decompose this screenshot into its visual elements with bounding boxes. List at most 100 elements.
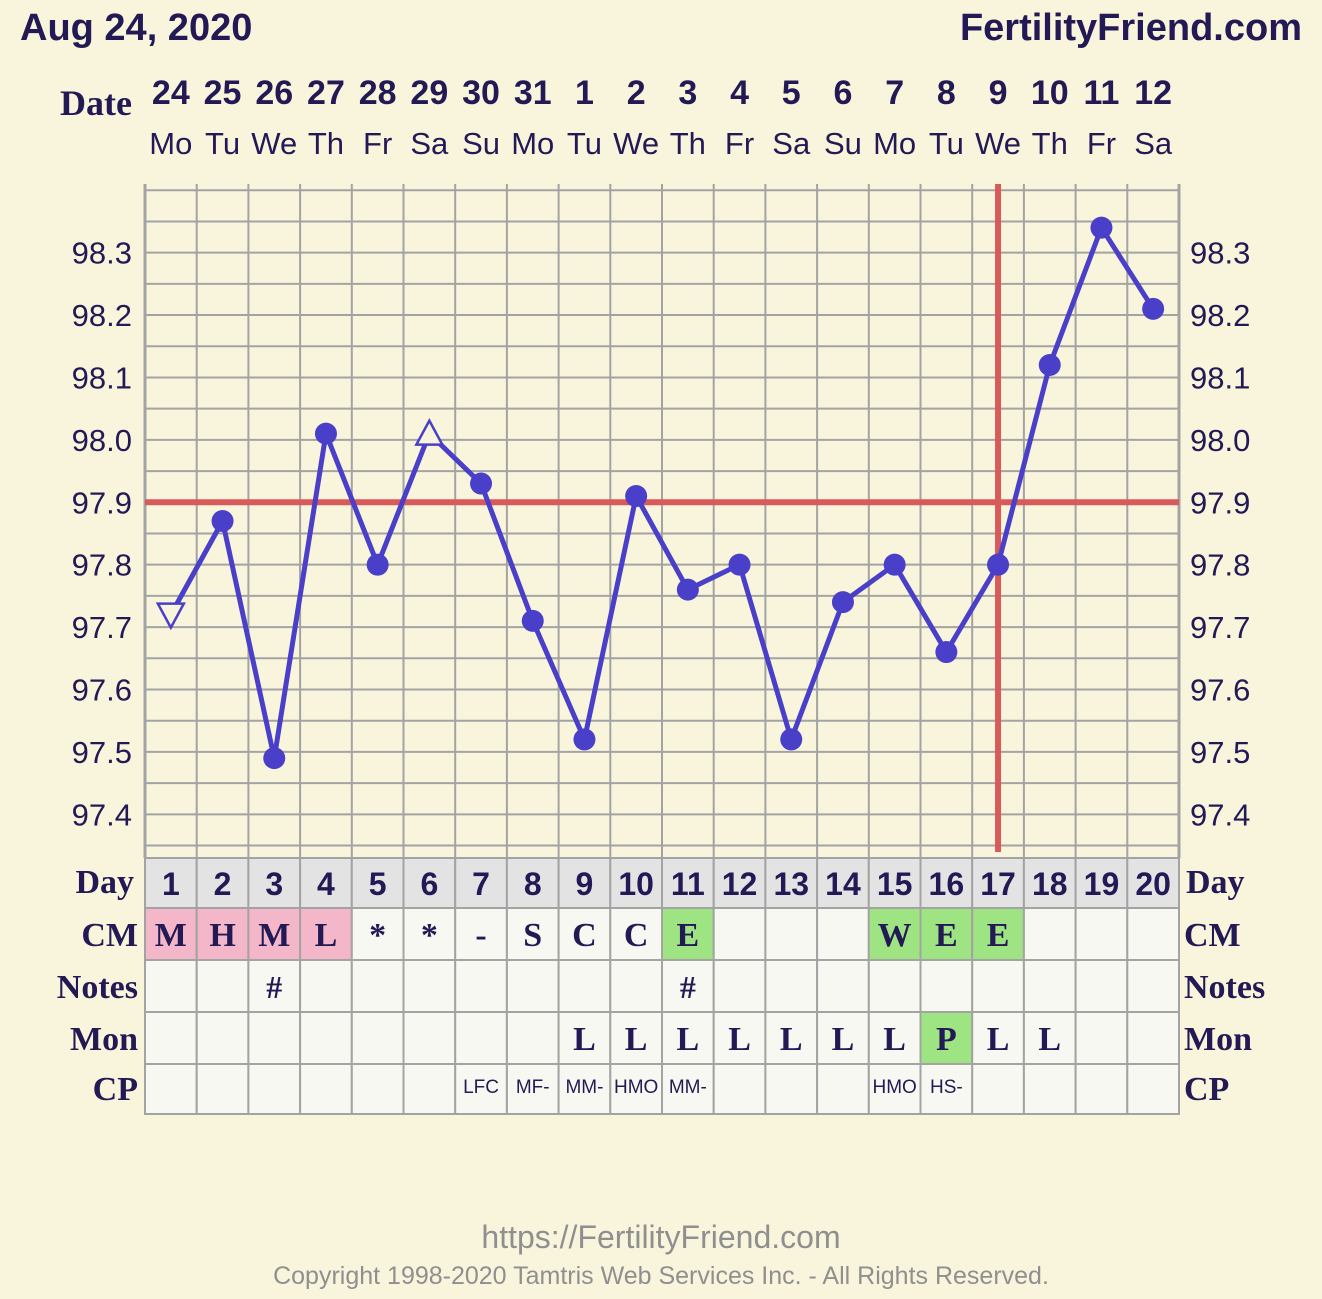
temperature-point-discarded bbox=[155, 602, 186, 631]
cp-cell bbox=[919, 1063, 974, 1115]
weekday-label: Fr bbox=[1087, 126, 1116, 161]
date-label: 1 bbox=[575, 74, 594, 112]
weekday-label: We bbox=[251, 126, 297, 161]
notes-cell bbox=[919, 959, 974, 1013]
notes-cell bbox=[609, 959, 663, 1013]
mon-cell bbox=[1022, 1011, 1077, 1065]
date-label: 9 bbox=[989, 74, 1008, 112]
cm-value: M bbox=[258, 917, 290, 954]
site-name[interactable]: FertilityFriend.com bbox=[960, 7, 1302, 49]
y-tick-label-left: 97.5 bbox=[72, 735, 132, 770]
notes-cell bbox=[971, 959, 1025, 1013]
mon-value: P bbox=[936, 1021, 957, 1058]
day-cell bbox=[505, 857, 560, 909]
temperature-point-discarded bbox=[414, 418, 445, 446]
day-cell bbox=[454, 857, 508, 909]
mon-cell bbox=[1074, 1011, 1129, 1065]
cp-value: HS- bbox=[930, 1077, 963, 1098]
cycle-day-label: 5 bbox=[369, 866, 387, 902]
cm-cell bbox=[816, 907, 870, 961]
temperature-point bbox=[831, 591, 854, 614]
cp-value: LFC bbox=[463, 1077, 499, 1098]
cycle-day-label: 14 bbox=[825, 866, 861, 902]
cycle-day-label: 6 bbox=[420, 866, 438, 902]
cm-value: C bbox=[624, 917, 649, 954]
day-cell bbox=[816, 857, 870, 909]
temperature-point bbox=[263, 747, 286, 770]
day-row-label-right: Day bbox=[1186, 864, 1245, 901]
cm-value: C bbox=[572, 917, 597, 954]
notes-cell bbox=[1126, 959, 1181, 1013]
date-label: 8 bbox=[937, 74, 956, 112]
chart-date-title: Aug 24, 2020 bbox=[20, 7, 252, 49]
cm-value: L bbox=[315, 917, 338, 954]
temperature-series-line bbox=[168, 225, 1156, 761]
notes-cell bbox=[867, 959, 922, 1013]
cp-cell bbox=[402, 1063, 457, 1115]
cm-value: S bbox=[523, 917, 542, 954]
cm-row-label-right: CM bbox=[1184, 917, 1241, 954]
cycle-day-label: 15 bbox=[877, 866, 913, 902]
cm-cell bbox=[764, 907, 819, 961]
mon-value: L bbox=[1038, 1021, 1061, 1058]
date-label: 7 bbox=[885, 74, 904, 112]
mon-value: L bbox=[573, 1021, 596, 1058]
y-tick-label-right: 97.9 bbox=[1190, 485, 1250, 520]
mon-cell bbox=[867, 1011, 922, 1065]
cm-cell bbox=[1022, 907, 1077, 961]
notes-cell bbox=[816, 959, 870, 1013]
y-tick-label-left: 97.9 bbox=[72, 485, 132, 520]
weekday-label: Sa bbox=[410, 126, 449, 161]
cm-value: E bbox=[935, 917, 958, 954]
temperature-point bbox=[625, 485, 648, 508]
mon-cell bbox=[144, 1011, 198, 1065]
cycle-day-label: 19 bbox=[1084, 866, 1120, 902]
notes-value: # bbox=[680, 969, 696, 1005]
cp-cell bbox=[144, 1063, 198, 1115]
date-label: 31 bbox=[514, 74, 552, 112]
notes-cell bbox=[195, 959, 250, 1013]
cp-cell bbox=[557, 1063, 612, 1115]
cm-cell bbox=[144, 907, 198, 961]
cp-cell bbox=[712, 1063, 767, 1115]
notes-cell bbox=[505, 959, 560, 1013]
cm-value: - bbox=[475, 917, 486, 954]
notes-value: # bbox=[266, 969, 282, 1005]
cm-value: * bbox=[369, 917, 386, 954]
cp-cell bbox=[247, 1063, 302, 1115]
footer-copyright: Copyright 1998-2020 Tamtris Web Services… bbox=[273, 1262, 1049, 1290]
temperature-point bbox=[676, 578, 699, 601]
mon-cell bbox=[195, 1011, 250, 1065]
cycle-day-label: 2 bbox=[214, 866, 232, 902]
cp-value: MM- bbox=[565, 1077, 603, 1098]
weekday-label: Su bbox=[462, 126, 500, 161]
weekday-label: Tu bbox=[929, 126, 964, 161]
date-label: 6 bbox=[833, 74, 852, 112]
cycle-day-label: 11 bbox=[671, 866, 705, 902]
y-tick-label-left: 98.3 bbox=[72, 236, 132, 271]
footer-url[interactable]: https://FertilityFriend.com bbox=[481, 1219, 840, 1255]
notes-cell bbox=[144, 959, 198, 1013]
weekday-label: Fr bbox=[725, 126, 754, 161]
cp-cell bbox=[609, 1063, 663, 1115]
cp-value: MM- bbox=[669, 1077, 707, 1098]
temperature-point bbox=[314, 422, 337, 445]
date-label: 12 bbox=[1134, 74, 1172, 112]
cm-value: E bbox=[987, 917, 1010, 954]
cm-cell bbox=[1074, 907, 1129, 961]
notes-cell bbox=[557, 959, 612, 1013]
notes-cell bbox=[1022, 959, 1077, 1013]
weekday-label: Sa bbox=[1134, 126, 1173, 161]
cm-cell bbox=[1126, 907, 1181, 961]
temperature-point bbox=[366, 553, 389, 576]
mon-value: L bbox=[677, 1021, 700, 1058]
temperature-point bbox=[521, 609, 544, 632]
weekday-label: Su bbox=[824, 126, 862, 161]
cm-row-label-left: CM bbox=[81, 917, 138, 954]
y-tick-label-right: 98.3 bbox=[1190, 236, 1250, 271]
mon-row-label-right: Mon bbox=[1184, 1021, 1252, 1058]
date-label: 5 bbox=[782, 74, 801, 112]
cp-cell bbox=[1074, 1063, 1129, 1115]
cp-value: HMO bbox=[872, 1077, 916, 1098]
